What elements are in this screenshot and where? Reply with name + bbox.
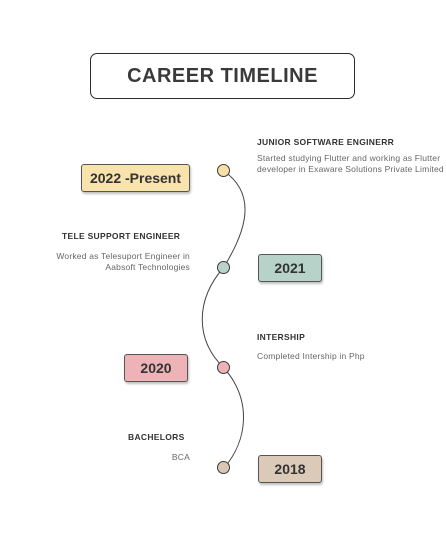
- year-badge-2022: 2022 -Present: [81, 164, 190, 192]
- entry-heading-2020: INTERSHIP: [257, 332, 306, 342]
- title-box: CAREER TIMELINE: [90, 53, 355, 99]
- timeline-node-2018: [217, 461, 230, 474]
- entry-description-2022: Started studying Flutter and working as …: [257, 153, 444, 174]
- year-badge-2018: 2018: [258, 455, 322, 483]
- entry-description-2021: Worked as Telesuport Engineer in Aabsoft…: [56, 251, 190, 272]
- entry-heading-2021: TELE SUPPORT ENGINEER: [62, 231, 181, 241]
- timeline-node-2022: [217, 164, 230, 177]
- page-title: CAREER TIMELINE: [127, 64, 318, 87]
- entry-description-2018: BCA: [171, 452, 190, 462]
- timeline-node-2021: [217, 261, 230, 274]
- entry-heading-2018: BACHELORS: [128, 432, 185, 442]
- entry-heading-2022: JUNIOR SOFTWARE ENGINERR: [257, 137, 395, 147]
- year-badge-2020: 2020: [124, 354, 188, 382]
- entry-description-2020: Completed Intership in Php: [257, 351, 365, 361]
- year-badge-2021: 2021: [258, 254, 322, 282]
- timeline-node-2020: [217, 361, 230, 374]
